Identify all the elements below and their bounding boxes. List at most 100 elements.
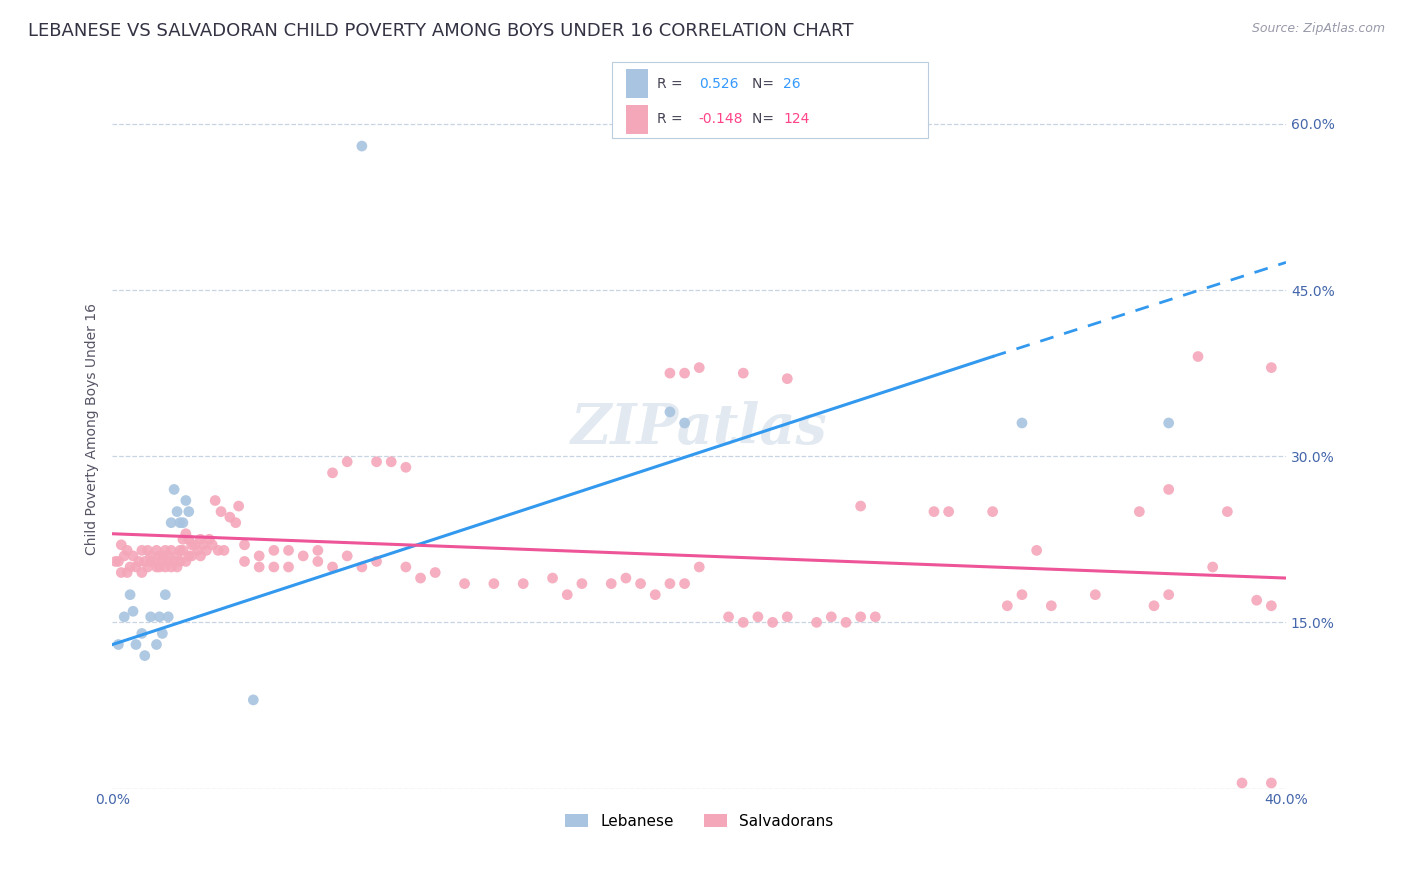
Point (193, 538, 215, 552)
Point (1246, 593, 1268, 607)
Point (177, 549, 200, 563)
Point (1260, 599, 1282, 613)
Point (395, 560, 418, 574)
Point (849, 610, 872, 624)
Point (115, 566, 138, 580)
Point (776, 372, 799, 386)
Point (644, 588, 666, 602)
Point (177, 533, 200, 547)
Point (1011, 588, 1033, 602)
Point (938, 505, 960, 519)
Point (155, 588, 177, 602)
Point (733, 615, 755, 630)
Point (380, 455, 402, 469)
Point (145, 638, 167, 652)
Point (148, 549, 170, 563)
Point (263, 543, 285, 558)
Point (395, 460, 418, 475)
Text: LEBANESE VS SALVADORAN CHILD POVERTY AMONG BOYS UNDER 16 CORRELATION CHART: LEBANESE VS SALVADORAN CHILD POVERTY AMO… (28, 22, 853, 40)
Point (174, 526, 197, 541)
Point (172, 533, 194, 547)
Point (180, 538, 202, 552)
Text: -0.148: -0.148 (699, 112, 744, 127)
Point (190, 533, 212, 547)
Text: R =: R = (657, 77, 686, 91)
Point (658, 405, 681, 419)
Point (263, 560, 285, 574)
Point (233, 538, 256, 552)
Point (198, 533, 221, 547)
Point (776, 610, 799, 624)
Point (112, 549, 135, 563)
Point (849, 499, 872, 513)
Point (292, 549, 315, 563)
Point (157, 554, 180, 568)
Point (125, 638, 148, 652)
Point (865, 610, 887, 624)
Point (190, 549, 212, 563)
Point (614, 571, 637, 585)
Point (350, 560, 373, 574)
Point (150, 549, 173, 563)
Point (1216, 505, 1239, 519)
Point (571, 576, 593, 591)
Point (172, 543, 194, 558)
Point (160, 516, 183, 530)
Point (307, 554, 329, 568)
Point (169, 516, 191, 530)
Point (120, 560, 142, 574)
Point (1011, 416, 1033, 430)
Point (228, 499, 250, 513)
Point (110, 538, 132, 552)
Point (131, 566, 153, 580)
Point (1040, 599, 1063, 613)
Point (922, 505, 945, 519)
Point (555, 588, 578, 602)
Point (995, 599, 1018, 613)
Point (128, 554, 150, 568)
Point (150, 626, 173, 640)
Point (180, 549, 202, 563)
Point (136, 560, 159, 574)
Point (204, 493, 226, 508)
Point (350, 139, 373, 153)
Point (425, 566, 447, 580)
Point (145, 543, 167, 558)
Point (166, 505, 188, 519)
Point (1157, 483, 1180, 497)
Point (201, 538, 224, 552)
Point (157, 610, 180, 624)
Point (131, 626, 153, 640)
Point (148, 560, 170, 574)
Point (981, 505, 1004, 519)
Point (277, 543, 299, 558)
Point (658, 576, 681, 591)
Point (122, 604, 145, 618)
Text: 26: 26 (783, 77, 801, 91)
Point (104, 554, 127, 568)
Point (233, 554, 256, 568)
Point (136, 543, 159, 558)
Point (512, 576, 534, 591)
Point (139, 554, 162, 568)
Point (247, 549, 270, 563)
Point (112, 610, 135, 624)
Text: N=: N= (752, 112, 779, 127)
Point (174, 554, 197, 568)
Point (209, 505, 232, 519)
Point (134, 648, 156, 663)
Point (218, 510, 240, 524)
Point (1230, 776, 1253, 790)
Point (134, 554, 156, 568)
Point (195, 543, 218, 558)
Legend: Lebanese, Salvadorans: Lebanese, Salvadorans (558, 807, 839, 835)
Point (541, 571, 564, 585)
Point (658, 366, 681, 380)
Point (1128, 505, 1150, 519)
Point (673, 576, 696, 591)
Y-axis label: Child Poverty Among Boys Under 16: Child Poverty Among Boys Under 16 (86, 302, 100, 555)
Point (155, 560, 177, 574)
Point (169, 554, 191, 568)
Point (225, 516, 247, 530)
Text: ZIPatlas: ZIPatlas (571, 401, 828, 456)
